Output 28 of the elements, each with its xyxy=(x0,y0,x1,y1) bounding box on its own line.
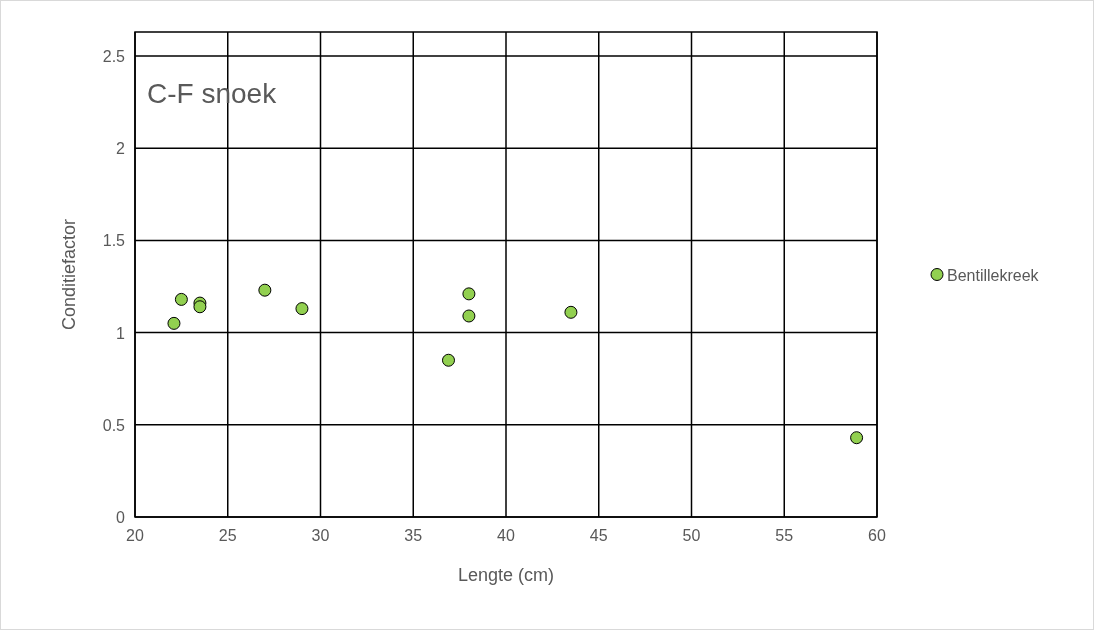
y-tick-label: 0 xyxy=(116,509,126,526)
legend-label: Bentillekreek xyxy=(947,266,1040,284)
y-tick-label: 0.5 xyxy=(102,416,126,434)
y-tick-label: 2 xyxy=(116,140,126,158)
x-tick-label: 30 xyxy=(311,527,330,544)
point xyxy=(174,292,188,306)
point xyxy=(564,305,578,319)
x-tick-label: 25 xyxy=(218,527,237,544)
x-tick-label: 20 xyxy=(126,527,144,544)
x-axis-title: Lengte (cm) xyxy=(457,565,555,585)
point xyxy=(258,283,272,297)
x-tick-label: 40 xyxy=(497,527,515,544)
point xyxy=(167,316,181,330)
y-axis-title: Conditiefactor xyxy=(59,218,79,331)
y-tick-label: 2.5 xyxy=(102,47,126,65)
x-tick-label: 60 xyxy=(868,527,886,544)
y-tick-label: 1 xyxy=(116,324,126,342)
x-tick-label: 50 xyxy=(682,527,701,544)
x-tick-label: 45 xyxy=(589,527,608,544)
y-tick-label: 1.5 xyxy=(102,232,126,250)
point xyxy=(462,287,476,301)
point xyxy=(442,353,455,367)
x-tick-label: 35 xyxy=(404,527,423,544)
point xyxy=(850,431,864,445)
point xyxy=(462,309,476,323)
x-tick-label: 55 xyxy=(775,527,794,544)
point xyxy=(193,300,207,314)
point xyxy=(295,302,309,316)
